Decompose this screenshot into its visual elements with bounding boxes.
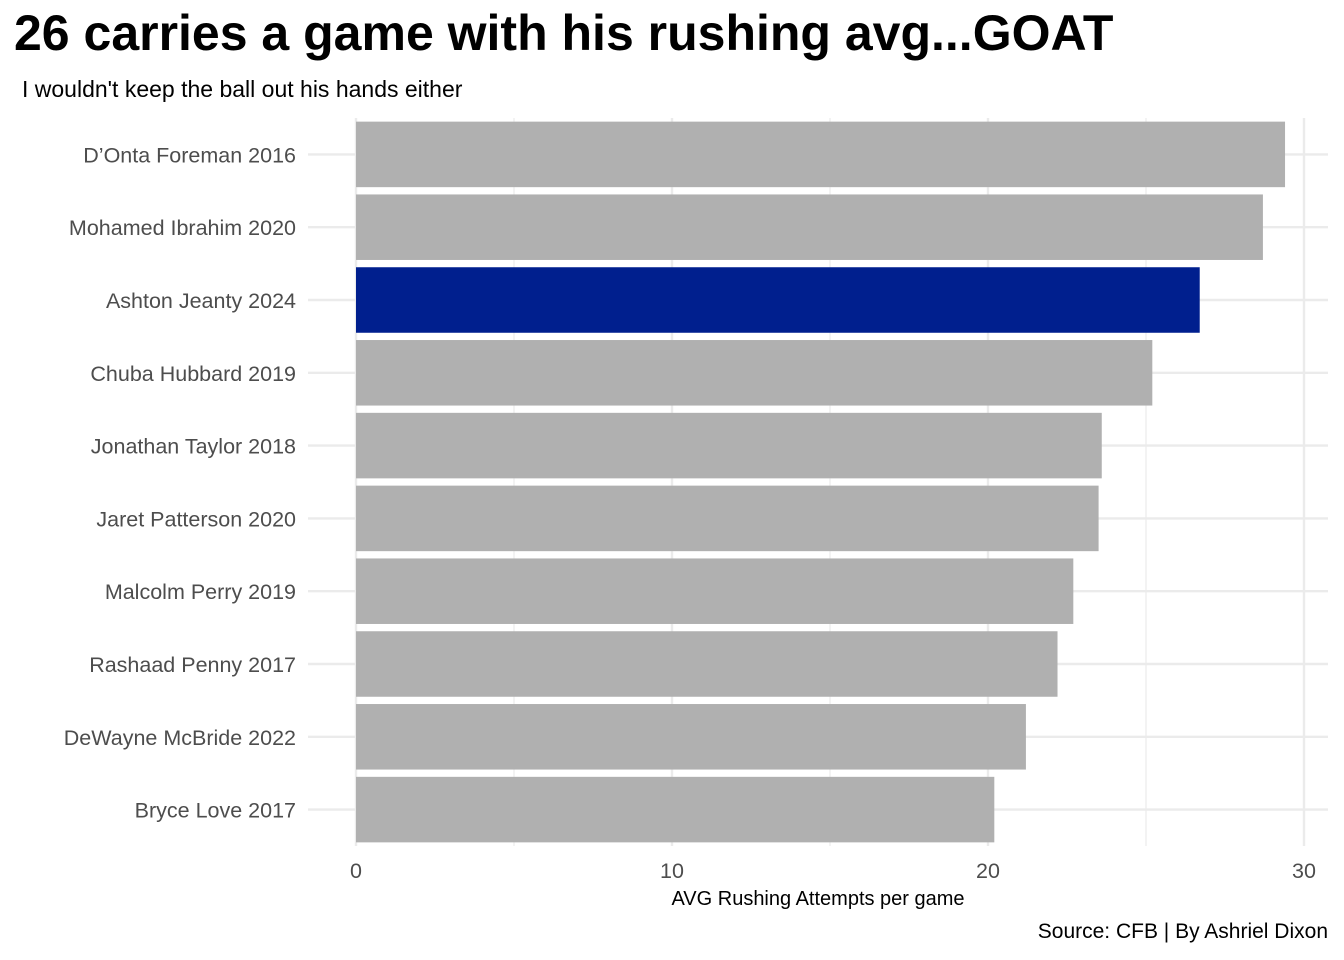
bar <box>356 121 1286 188</box>
y-tick-label: DeWayne McBride 2022 <box>64 726 296 750</box>
x-tick-label: 20 <box>976 859 1000 883</box>
bar <box>356 631 1058 697</box>
y-tick-label: Jaret Patterson 2020 <box>96 507 296 531</box>
y-tick-label: Malcolm Perry 2019 <box>105 580 296 604</box>
x-axis-label: AVG Rushing Attempts per game <box>671 888 964 910</box>
bar <box>356 558 1074 624</box>
source-caption: Source: CFB | By Ashriel Dixon <box>1037 920 1328 943</box>
bar <box>356 485 1099 552</box>
x-tick-label: 30 <box>1292 859 1316 883</box>
chart-title: 26 carries a game with his rushing avg..… <box>14 5 1114 61</box>
y-tick-label: Rashaad Penny 2017 <box>89 653 296 677</box>
bar <box>356 340 1153 406</box>
y-tick-label: D’Onta Foreman 2016 <box>83 143 296 167</box>
x-tick-label: 10 <box>660 859 684 883</box>
bar <box>356 412 1102 479</box>
bar <box>356 194 1263 260</box>
y-tick-label: Mohamed Ibrahim 2020 <box>69 216 296 240</box>
bar <box>356 776 995 843</box>
chart-subtitle: I wouldn't keep the ball out his hands e… <box>22 76 463 102</box>
y-tick-label: Chuba Hubbard 2019 <box>90 362 296 386</box>
y-tick-label: Jonathan Taylor 2018 <box>91 435 296 459</box>
bar <box>356 267 1200 333</box>
bar <box>356 704 1026 770</box>
y-tick-label: Bryce Love 2017 <box>135 799 296 823</box>
y-tick-label: Ashton Jeanty 2024 <box>106 289 296 313</box>
x-tick-label: 0 <box>350 859 362 883</box>
